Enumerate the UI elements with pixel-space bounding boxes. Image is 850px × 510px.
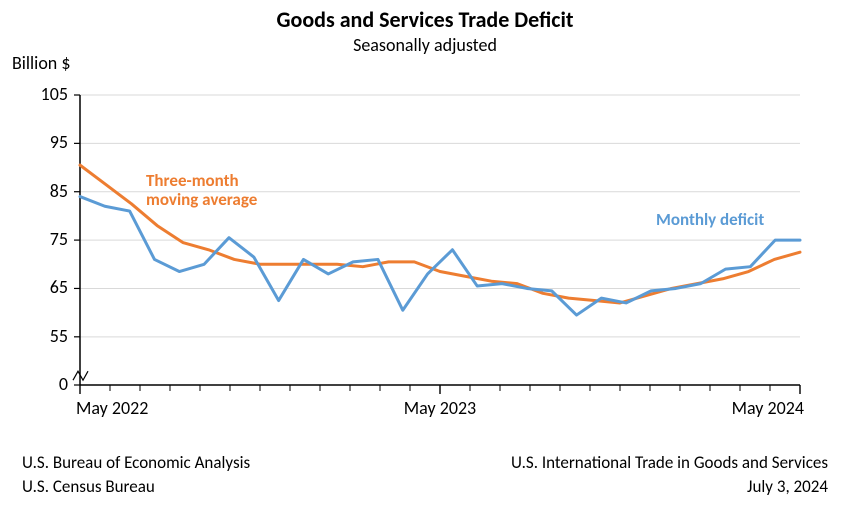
y-tick-label: 105 bbox=[0, 83, 68, 105]
y-tick-label: 85 bbox=[0, 180, 68, 202]
series-label: Monthly deficit bbox=[656, 211, 764, 230]
footer-left-2: U.S. Census Bureau bbox=[22, 476, 155, 497]
x-tick-label: May 2024 bbox=[680, 397, 804, 419]
y-tick-label: 0 bbox=[0, 373, 68, 395]
y-tick-label: 95 bbox=[0, 131, 68, 153]
x-tick-label: May 2022 bbox=[76, 397, 148, 419]
footer-right-2: July 3, 2024 bbox=[747, 476, 828, 497]
chart-container: Goods and Services Trade Deficit Seasona… bbox=[0, 0, 850, 510]
y-tick-label: 55 bbox=[0, 325, 68, 347]
footer-right-1: U.S. International Trade in Goods and Se… bbox=[511, 452, 828, 473]
footer-left-1: U.S. Bureau of Economic Analysis bbox=[22, 452, 250, 473]
series-label: Three-monthmoving average bbox=[146, 172, 257, 209]
chart-plot-area bbox=[0, 0, 850, 510]
x-tick-label: May 2023 bbox=[380, 397, 500, 419]
y-tick-label: 65 bbox=[0, 276, 68, 298]
y-tick-label: 75 bbox=[0, 228, 68, 250]
